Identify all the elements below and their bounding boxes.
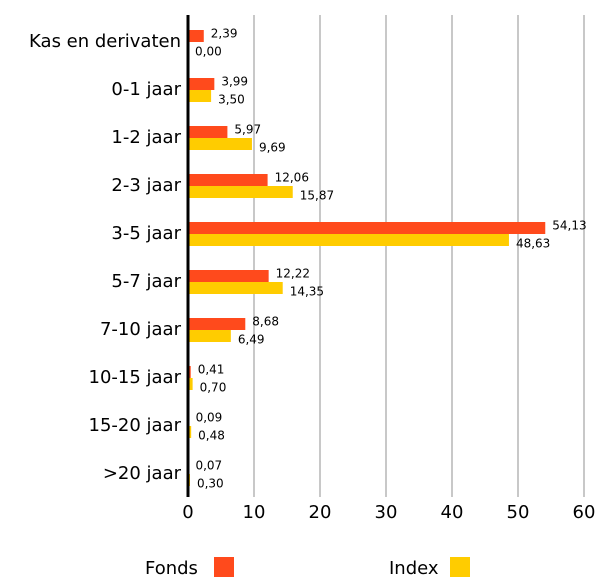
bar [188, 174, 268, 186]
value-label: 9,69 [259, 141, 286, 155]
y-tick-label: 0-1 jaar [111, 79, 181, 100]
value-label: 5,97 [234, 123, 261, 137]
x-tick-label: 50 [507, 502, 530, 523]
bar [188, 90, 211, 102]
y-tick-label: 15-20 jaar [89, 415, 182, 436]
value-label: 0,00 [195, 45, 222, 59]
legend-label: Index [389, 558, 439, 579]
value-label: 3,50 [218, 93, 245, 107]
value-label: 0,41 [198, 363, 225, 377]
value-label: 0,30 [197, 477, 224, 491]
y-tick-label: 1-2 jaar [111, 127, 181, 148]
value-label: 3,99 [221, 75, 248, 89]
value-label: 0,70 [200, 381, 227, 395]
bar [188, 78, 214, 90]
value-label: 48,63 [516, 237, 550, 251]
value-label: 54,13 [552, 219, 586, 233]
x-tick-label: 30 [375, 502, 398, 523]
value-label: 12,22 [276, 267, 310, 281]
legend-swatch [450, 557, 470, 577]
x-tick-label: 0 [182, 502, 193, 523]
bar [188, 270, 269, 282]
y-tick-label: >20 jaar [103, 463, 182, 484]
y-tick-label: 2-3 jaar [111, 175, 181, 196]
bar [188, 126, 227, 138]
value-label: 0,09 [196, 411, 223, 425]
legend-swatch [214, 557, 234, 577]
y-tick-label: 10-15 jaar [89, 367, 182, 388]
value-label: 0,07 [195, 459, 222, 473]
value-label: 0,48 [198, 429, 225, 443]
x-tick-label: 20 [309, 502, 332, 523]
x-tick-label: 10 [243, 502, 266, 523]
value-label: 14,35 [290, 285, 324, 299]
value-label: 15,87 [300, 189, 334, 203]
bar [188, 138, 252, 150]
bar [188, 234, 509, 246]
x-tick-label: 60 [573, 502, 596, 523]
legend-label: Fonds [145, 558, 198, 579]
bar [188, 30, 204, 42]
y-tick-label: 7-10 jaar [100, 319, 182, 340]
x-tick-label: 40 [441, 502, 464, 523]
y-tick-label: 5-7 jaar [111, 271, 181, 292]
value-label: 8,68 [252, 315, 279, 329]
value-label: 12,06 [275, 171, 309, 185]
y-tick-label: Kas en derivaten [29, 31, 181, 52]
bar [188, 186, 293, 198]
bar [188, 330, 231, 342]
value-label: 6,49 [238, 333, 265, 347]
y-tick-label: 3-5 jaar [111, 223, 181, 244]
bar [188, 282, 283, 294]
bar [188, 222, 545, 234]
value-label: 2,39 [211, 27, 238, 41]
bar [188, 318, 245, 330]
